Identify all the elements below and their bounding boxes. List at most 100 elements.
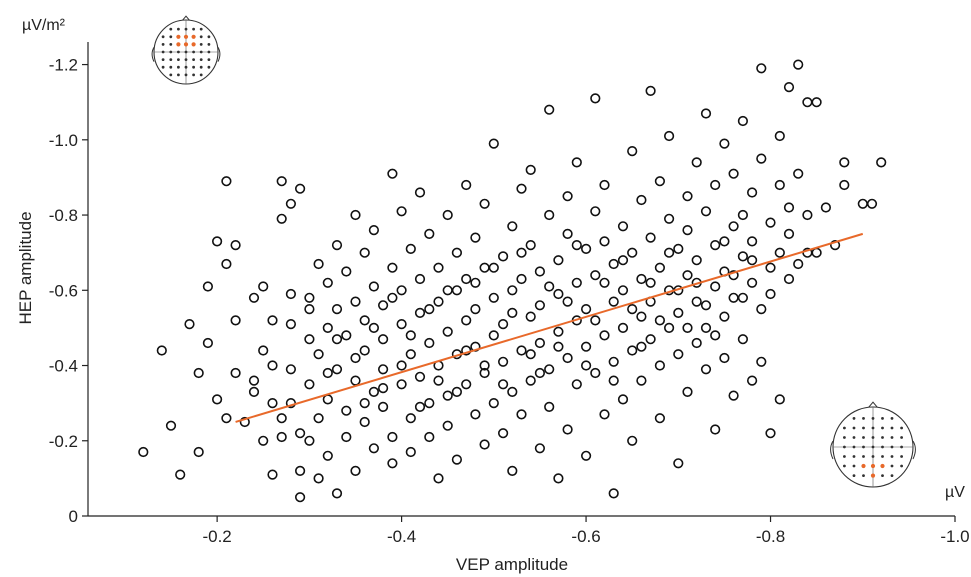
electrode-icon <box>862 455 865 458</box>
data-point <box>876 157 887 168</box>
data-point <box>470 277 481 288</box>
data-point <box>285 364 297 375</box>
data-point <box>516 183 527 194</box>
data-point <box>313 473 324 484</box>
data-point <box>479 262 490 273</box>
data-point <box>378 364 389 375</box>
data-point <box>322 367 333 379</box>
electrode-icon <box>169 73 173 77</box>
data-point <box>617 394 629 405</box>
data-point <box>424 431 435 443</box>
data-point <box>488 398 499 409</box>
electrode-icon <box>169 35 173 39</box>
electrode-icon <box>169 27 173 31</box>
data-point <box>636 311 647 322</box>
electrode-icon <box>843 445 846 449</box>
electrode-icon <box>199 58 203 61</box>
electrode-icon <box>199 65 203 69</box>
data-point <box>396 206 407 217</box>
data-point <box>295 428 306 439</box>
data-point <box>331 364 343 375</box>
data-point <box>451 247 463 258</box>
data-point <box>580 243 592 254</box>
data-point <box>304 334 315 345</box>
data-point <box>562 424 573 435</box>
data-point <box>248 375 260 386</box>
data-point <box>654 315 666 326</box>
left-ear-icon <box>151 46 155 62</box>
data-point <box>322 277 333 288</box>
data-point <box>700 322 712 334</box>
data-point <box>765 217 776 228</box>
data-point <box>663 213 675 224</box>
data-point <box>571 240 582 251</box>
data-point <box>710 179 721 191</box>
data-point <box>608 258 619 270</box>
data-point <box>331 488 343 499</box>
data-point <box>331 304 343 315</box>
nose-icon <box>867 401 879 409</box>
data-point <box>645 334 656 345</box>
data-point <box>212 394 223 405</box>
data-point <box>451 285 463 296</box>
data-point <box>221 413 232 424</box>
data-point <box>719 352 730 364</box>
electrode-icon <box>184 65 188 69</box>
electrode-icon <box>890 445 894 449</box>
data-point <box>544 281 555 292</box>
data-point <box>544 104 555 115</box>
data-point <box>663 247 675 258</box>
data-point <box>387 168 398 179</box>
data-point <box>636 194 647 206</box>
electrode-icon <box>161 65 165 69</box>
electrode-icon <box>207 43 211 46</box>
electrode-icon <box>843 436 846 439</box>
data-point <box>710 281 721 292</box>
data-point <box>654 176 666 187</box>
data-point <box>221 176 232 187</box>
data-point <box>839 157 850 168</box>
data-point <box>682 270 693 281</box>
data-point <box>350 352 361 364</box>
data-point <box>304 379 315 390</box>
data-point <box>184 319 195 330</box>
electrode-icon <box>177 65 180 69</box>
electrode-icon <box>852 455 856 458</box>
data-point <box>405 349 416 360</box>
data-point <box>571 277 582 288</box>
electrode-icon <box>192 50 195 54</box>
data-point <box>212 236 223 247</box>
x-tick-label: -0.8 <box>756 527 785 546</box>
data-point <box>636 341 647 352</box>
data-point <box>737 334 749 345</box>
data-point <box>479 360 490 371</box>
data-point <box>405 330 416 341</box>
data-point <box>719 236 730 247</box>
data-point <box>295 465 306 477</box>
data-point <box>719 311 730 322</box>
data-point <box>507 307 518 319</box>
data-point <box>359 398 370 409</box>
data-point <box>673 349 684 360</box>
data-point <box>580 360 592 371</box>
data-point <box>811 97 822 108</box>
data-point <box>479 198 490 209</box>
data-point <box>138 446 149 458</box>
data-point <box>580 304 592 315</box>
data-point <box>802 209 813 221</box>
electrode-icon <box>900 455 903 458</box>
data-point <box>691 296 702 307</box>
electrode-icon <box>881 426 884 430</box>
electrode-icon <box>169 43 173 46</box>
electrode-icon <box>890 417 894 420</box>
data-point <box>405 446 416 458</box>
data-point <box>396 285 407 296</box>
data-point <box>507 465 518 477</box>
data-point <box>783 273 795 285</box>
electrode-icon <box>852 464 856 468</box>
data-point <box>783 81 795 93</box>
data-point <box>396 360 407 371</box>
data-point <box>627 304 638 315</box>
data-point <box>424 398 435 409</box>
